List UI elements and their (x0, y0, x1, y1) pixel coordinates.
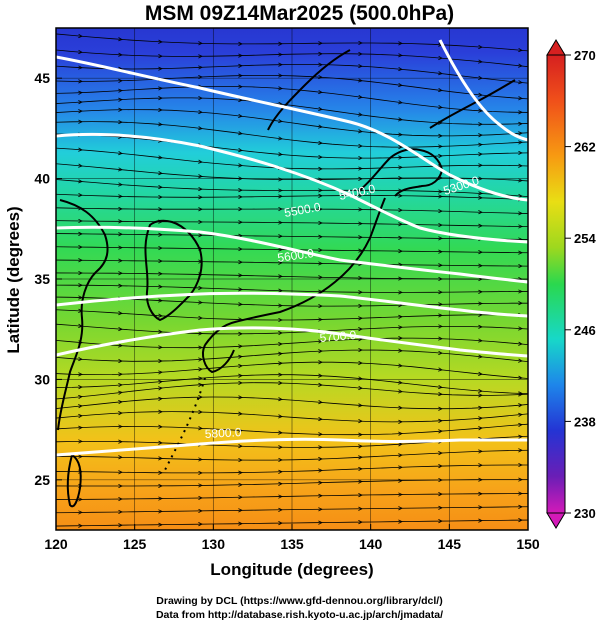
colorbar-tick-label-230: 230 (574, 506, 596, 521)
colorbar-tick-label-238: 238 (574, 414, 596, 429)
contour-label-5500: 5500.0 (283, 200, 322, 220)
y-tick-label-40: 40 (34, 171, 50, 187)
contour-5300-north (438, 39, 528, 142)
colorbar-tick-label-246: 246 (574, 323, 596, 338)
x-tick-label-145: 145 (438, 536, 462, 552)
colorbar-tick-label-270: 270 (574, 48, 596, 63)
y-tick-label-35: 35 (34, 271, 50, 287)
colorbar-tick-label-262: 262 (574, 140, 596, 155)
credit-line-drawing: Drawing by DCL (https://www.gfd-dennou.o… (156, 595, 443, 607)
x-tick-label-120: 120 (44, 536, 68, 552)
contour-label-5600: 5600.0 (276, 246, 315, 265)
height-contours (56, 39, 528, 457)
contour-5800 (56, 437, 528, 457)
colorbar-tick-label-254: 254 (574, 231, 596, 246)
contour-5600 (56, 291, 528, 318)
map-plot-area: 5300.0 5400.0 5500.0 5600.0 5700.0 5800.… (34, 27, 540, 552)
colorbar-bottom-arrow (546, 512, 566, 529)
contour-5400 (56, 132, 528, 244)
x-tick-label-150: 150 (516, 536, 540, 552)
x-tick-label-140: 140 (359, 536, 383, 552)
contour-label-5700: 5700.0 (319, 328, 357, 345)
x-tick-label-135: 135 (280, 536, 304, 552)
x-tick-label-125: 125 (123, 536, 147, 552)
map-title: MSM 09Z14Mar2025 (500.0hPa) (144, 2, 455, 25)
colorbar-bar (546, 54, 566, 514)
credit-line-data: Data from http://database.rish.kyoto-u.a… (155, 609, 444, 621)
colorbar: 230 238 246 254 262 270 (546, 39, 596, 529)
contour-labels: 5300.0 5400.0 5500.0 5600.0 5700.0 5800.… (204, 173, 481, 441)
y-tick-label-30: 30 (34, 371, 50, 387)
x-axis-label: Longitude (degrees) (210, 560, 373, 579)
y-tick-label-45: 45 (34, 70, 50, 86)
contour-5300 (56, 55, 528, 202)
axis-ticks: 120 125 130 135 140 145 150 25 30 35 40 45 (34, 70, 539, 552)
y-tick-label-25: 25 (34, 472, 50, 488)
colorbar-ticks: 230 238 246 254 262 270 (565, 48, 596, 521)
contour-label-5800: 5800.0 (204, 425, 242, 441)
colorbar-top-arrow (546, 39, 566, 56)
x-tick-label-130: 130 (202, 536, 226, 552)
contour-5700 (56, 326, 528, 358)
y-axis-label: Latitude (degrees) (4, 206, 23, 353)
contour-5500 (56, 225, 528, 284)
